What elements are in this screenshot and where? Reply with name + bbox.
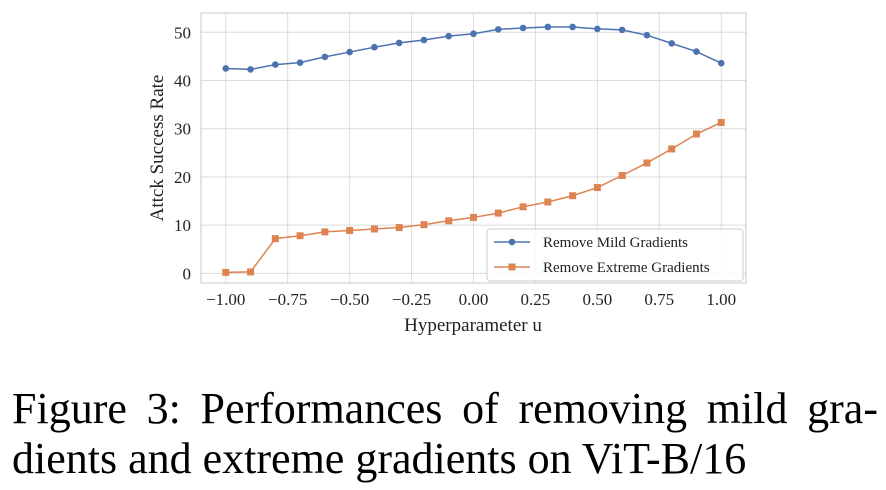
x-tick-label: 1.00 — [706, 290, 736, 309]
data-point — [371, 43, 378, 51]
data-point — [445, 217, 453, 225]
y-tick-labels: 0 10 20 30 40 50 — [174, 23, 191, 283]
data-point — [470, 30, 477, 38]
legend-marker-mild — [508, 238, 516, 246]
legend-label-mild: Remove Mild Gradients — [543, 235, 688, 251]
plot-frame — [200, 12, 747, 284]
y-tick-label: 50 — [174, 23, 191, 42]
data-point — [544, 198, 552, 206]
y-tick-label: 0 — [183, 264, 192, 283]
data-point — [321, 228, 329, 236]
caption-line-2: dients and extreme gradients on ViT-B/16 — [12, 434, 747, 483]
data-point — [494, 26, 502, 33]
legend: Remove Mild Gradients Remove Extreme Gra… — [486, 228, 744, 282]
x-tick-label: 0.25 — [521, 290, 551, 309]
data-point — [643, 159, 651, 167]
data-point — [420, 221, 428, 229]
data-point — [470, 213, 477, 221]
x-tick-label: −0.50 — [330, 290, 369, 309]
y-axis-label: Attck Success Rate — [147, 75, 168, 222]
y-tick-label: 30 — [174, 120, 191, 139]
data-point — [346, 48, 353, 56]
legend-box — [486, 228, 744, 282]
data-point — [247, 268, 255, 276]
data-point — [222, 268, 230, 276]
x-tick-label: 0.50 — [582, 290, 612, 309]
data-point — [247, 66, 254, 73]
data-point — [668, 40, 675, 47]
data-point — [692, 130, 700, 138]
data-point — [321, 53, 329, 61]
x-tick-label: 0.00 — [459, 290, 489, 309]
data-point — [296, 232, 304, 240]
data-point — [569, 192, 577, 200]
figure-caption: Figure 3: Performances of removing mild … — [12, 384, 882, 484]
data-point — [494, 209, 502, 217]
data-point — [643, 31, 651, 39]
data-point — [717, 59, 725, 67]
data-point — [445, 32, 453, 40]
data-point — [395, 224, 403, 232]
x-tick-label: 0.75 — [644, 290, 674, 309]
x-tick-labels: −1.00 −0.75 −0.50 −0.25 0.00 0.25 0.50 0.75 1.00 — [206, 290, 736, 309]
data-point — [544, 23, 552, 31]
caption-line-1: Figure 3: Performances of removing mild … — [12, 384, 878, 433]
data-point — [618, 171, 626, 179]
data-point — [222, 65, 230, 72]
data-point — [271, 235, 279, 243]
legend-label-extreme: Remove Extreme Gradients — [543, 260, 710, 276]
data-point — [370, 225, 378, 233]
data-point — [717, 118, 725, 126]
data-point — [519, 24, 527, 32]
y-tick-label: 40 — [174, 72, 191, 91]
data-point — [395, 39, 403, 47]
y-tick-label: 20 — [174, 168, 191, 187]
chart: −1.00 −0.75 −0.50 −0.25 0.00 0.25 0.50 0.75 1.00… — [147, 12, 747, 336]
data-point — [296, 59, 304, 66]
data-point — [693, 48, 700, 55]
data-point — [618, 26, 626, 34]
data-point — [594, 25, 601, 33]
data-point — [420, 36, 428, 44]
y-tick-label: 10 — [174, 216, 191, 235]
data-point — [519, 203, 527, 211]
data-point — [272, 61, 279, 68]
series — [222, 23, 725, 276]
x-axis-label: Hyperparameter u — [404, 315, 542, 336]
data-point — [593, 184, 601, 192]
data-point — [346, 226, 354, 234]
x-tick-label: −0.25 — [392, 290, 431, 309]
data-point — [668, 145, 676, 153]
legend-marker-extreme — [508, 263, 516, 271]
data-point — [569, 23, 576, 31]
x-tick-label: −0.75 — [268, 290, 307, 309]
x-tick-label: −1.00 — [206, 290, 245, 309]
